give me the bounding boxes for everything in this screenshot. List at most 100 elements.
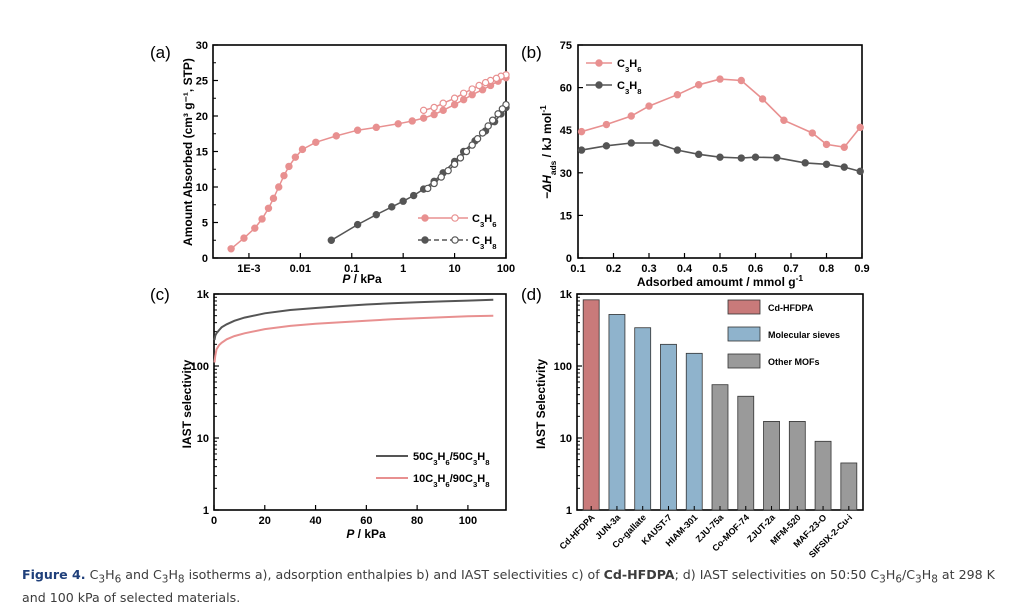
y-tick-label: 100 [554, 361, 572, 373]
y-tick-label: 100 [191, 361, 209, 373]
caption-sub: 6 [114, 573, 122, 586]
label-part: -1 [538, 105, 548, 113]
y-tick-label: 1 [203, 505, 209, 517]
legend-label: C3H8 [472, 235, 497, 251]
data-point [430, 110, 438, 119]
y-tick-label: 1 [566, 505, 572, 517]
data-point [388, 203, 396, 211]
label-part: 8 [485, 480, 490, 489]
label-part: H [629, 80, 637, 92]
caption-text: H [105, 567, 115, 582]
label-part: 6 [492, 220, 496, 229]
data-point [716, 75, 724, 83]
caption-sub: 6 [895, 573, 902, 586]
data-point [856, 167, 864, 176]
data-point [716, 153, 724, 161]
label-part: 3 [433, 458, 437, 467]
x-tick-label: 0.01 [290, 263, 311, 275]
label-part: 8 [485, 458, 490, 467]
x-tick-label: 60 [360, 515, 372, 527]
x-tick-label: Cd-HFDPA [557, 512, 596, 551]
bar [660, 343, 677, 511]
y-axis-label: IAST Selectivity [534, 359, 548, 449]
y-axis-label: Amount Absorbed (cm³ g⁻¹, STP) [181, 58, 195, 246]
data-point [602, 120, 611, 129]
x-tick-label: 0.4 [677, 263, 693, 275]
legend-label: Cd-HFDPA [768, 303, 814, 313]
data-point [840, 143, 848, 151]
caption-sub: 8 [177, 573, 185, 586]
label-part: /90C [450, 473, 473, 485]
x-tick-label: 40 [309, 515, 321, 527]
data-point-open [450, 94, 459, 102]
legend-label: C3H6 [617, 58, 641, 74]
x-tick-label: 1E-3 [237, 263, 260, 275]
bar [685, 352, 703, 511]
data-point [652, 139, 660, 147]
label-part: H [484, 213, 492, 225]
label-part: -1 [796, 273, 804, 283]
label-part: C [472, 235, 480, 247]
data-point [353, 220, 362, 229]
data-point-open [419, 106, 428, 115]
caption-text: isotherms a), adsorption enthalpies b) a… [184, 567, 604, 582]
data-point [419, 114, 428, 122]
y-tick-label: 30 [196, 40, 208, 52]
bar [634, 327, 652, 511]
label-part: / kJ mol [540, 113, 554, 161]
label-part: 3 [473, 458, 477, 467]
legend-label: C3H6 [472, 213, 496, 229]
panel-c-iast-selectivity: 1 10 100 1k 0 20 40 60 80 100 P / kPa IAST selectiv… [150, 285, 507, 541]
data-point [409, 191, 418, 200]
label-part: 3 [625, 87, 629, 96]
caption-bold: Cd-HFDPA [603, 567, 675, 582]
data-point [280, 171, 288, 180]
legend-marker-open [451, 214, 459, 222]
data-point-open [456, 154, 465, 162]
label-part: C [472, 213, 480, 225]
data-point [450, 100, 459, 109]
y-tick-label: 5 [202, 218, 208, 230]
legend-marker [595, 81, 603, 89]
data-point [673, 146, 682, 154]
data-point [602, 142, 611, 150]
data-point-open [478, 129, 487, 137]
y-tick-label: 0 [566, 253, 572, 265]
data-point [399, 197, 407, 205]
data-point [353, 126, 362, 134]
data-point [240, 234, 248, 242]
data-point [312, 138, 320, 146]
data-point [840, 163, 848, 171]
label-part: 6 [445, 458, 449, 467]
series-line [213, 314, 494, 363]
data-point [758, 95, 767, 103]
data-point [673, 91, 682, 99]
x-tick-label: 0.3 [641, 263, 656, 275]
label-part: /50C [450, 451, 473, 463]
y-tick-label: 10 [560, 433, 572, 445]
y-axis-label: −ΔHads / kJ mol-1 [538, 105, 558, 199]
data-point-open [488, 116, 497, 124]
y-tick-label: 15 [560, 210, 572, 222]
label-part: C [617, 80, 625, 92]
data-point-open [481, 78, 490, 87]
series-line [213, 298, 494, 341]
label-part: H [477, 473, 485, 485]
data-point [751, 153, 760, 161]
data-point [773, 154, 781, 162]
data-point-open [468, 141, 476, 149]
data-point [737, 154, 745, 162]
x-tick-label: 0.8 [819, 263, 834, 275]
panel-label: (b) [521, 43, 542, 62]
x-tick-label: 0.9 [854, 263, 869, 275]
bar [814, 440, 832, 511]
caption-text: H [168, 567, 178, 582]
x-tick-label: 0.6 [748, 263, 763, 275]
data-point-open [450, 160, 459, 168]
data-point [251, 224, 259, 232]
y-tick-label: 10 [196, 182, 208, 194]
series-line [230, 77, 507, 250]
label-part: 3 [433, 480, 437, 489]
x-axis-label: Adsorbed amoumt / mmol g-1 [637, 273, 803, 289]
x-tick-label: 100 [497, 263, 515, 275]
